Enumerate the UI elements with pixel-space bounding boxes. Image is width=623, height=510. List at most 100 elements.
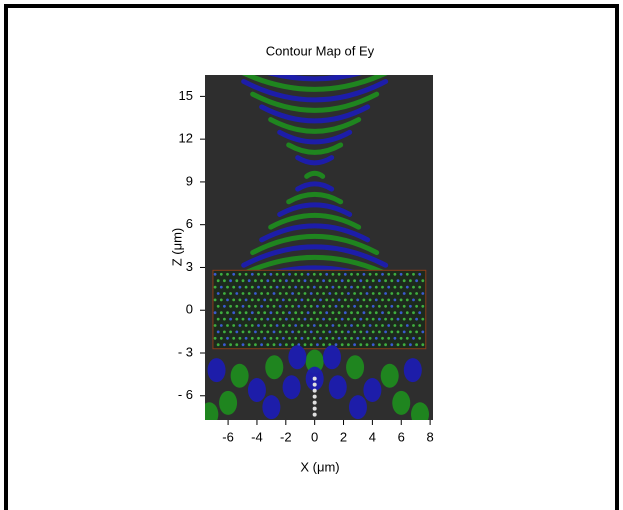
- crystal-hole: [331, 285, 335, 289]
- crystal-hole: [226, 298, 229, 302]
- crystal-hole: [216, 292, 220, 295]
- crystal-hole: [263, 324, 267, 327]
- crystal-hole: [281, 285, 285, 289]
- crystal-hole: [250, 285, 254, 289]
- crystal-hole: [257, 298, 260, 302]
- crystal-hole: [325, 336, 329, 340]
- crystal-hole: [247, 304, 251, 308]
- crystal-hole: [402, 279, 406, 283]
- crystal-hole: [350, 298, 353, 302]
- crystal-hole: [238, 311, 242, 315]
- crystal-hole: [356, 324, 360, 327]
- crystal-hole: [223, 317, 226, 321]
- crystal-hole: [322, 343, 326, 347]
- crystal-hole: [244, 272, 248, 276]
- crystal-hole: [331, 336, 335, 340]
- crystal-hole: [421, 343, 425, 347]
- crystal-hole: [350, 324, 353, 327]
- y-tick-label: - 3: [178, 344, 193, 359]
- crystal-hole: [365, 304, 369, 308]
- wavefront: [277, 129, 353, 145]
- crystal-hole: [223, 343, 226, 347]
- crystal-hole: [254, 343, 257, 347]
- crystal-hole: [235, 343, 239, 347]
- crystal-hole: [402, 304, 406, 308]
- crystal-hole: [396, 279, 400, 283]
- crystal-hole: [303, 292, 307, 295]
- crystal-hole: [319, 336, 322, 340]
- crystal-hole: [213, 272, 217, 276]
- crystal-hole: [368, 272, 372, 276]
- crystal-hole: [263, 336, 267, 340]
- crystal-hole: [328, 292, 332, 295]
- crystal-region: [212, 269, 427, 350]
- crystal-hole: [393, 298, 397, 302]
- crystal-hole: [353, 343, 357, 347]
- crystal-hole: [257, 272, 260, 276]
- crystal-hole: [390, 304, 394, 308]
- wavefront: [268, 212, 362, 230]
- crystal-hole: [229, 343, 233, 347]
- crystal-hole: [347, 317, 350, 321]
- crystal-hole: [247, 317, 251, 321]
- crystal-hole: [421, 279, 425, 283]
- field-lobe: [207, 358, 226, 383]
- crystal-hole: [322, 304, 326, 308]
- crystal-hole: [387, 311, 391, 315]
- crystal-hole: [285, 330, 288, 334]
- crystal-hole: [291, 279, 295, 283]
- crystal-hole: [415, 343, 419, 347]
- crystal-hole: [309, 304, 313, 308]
- crystal-hole: [278, 279, 282, 283]
- crystal-hole: [415, 292, 419, 295]
- crystal-hole: [381, 272, 384, 276]
- wavefront: [267, 75, 362, 82]
- crystal-hole: [226, 285, 229, 289]
- crystal-hole: [353, 330, 357, 334]
- crystal-hole: [350, 336, 353, 340]
- crystal-hole: [319, 272, 322, 276]
- crystal-hole: [235, 304, 239, 308]
- crystal-hole: [229, 304, 233, 308]
- crystal-hole: [365, 317, 369, 321]
- crystal-hole: [232, 298, 236, 302]
- x-tick-label: 8: [426, 429, 433, 444]
- crystal-hole: [229, 292, 233, 295]
- crystal-hole: [316, 343, 319, 347]
- waveguide-hole: [312, 412, 317, 417]
- crystal-hole: [294, 298, 298, 302]
- crystal-hole: [269, 272, 273, 276]
- crystal-hole: [421, 330, 425, 334]
- crystal-hole: [241, 304, 245, 308]
- crystal-hole: [399, 311, 403, 315]
- crystal-hole: [306, 311, 310, 315]
- crystal-hole: [303, 343, 307, 347]
- crystal-hole: [260, 304, 264, 308]
- crystal-hole: [359, 330, 363, 334]
- field-lobe: [265, 355, 284, 380]
- field-lobe: [348, 395, 367, 420]
- crystal-hole: [390, 279, 394, 283]
- crystal-hole: [285, 304, 288, 308]
- crystal-hole: [399, 298, 403, 302]
- crystal-hole: [412, 285, 415, 289]
- crystal-hole: [257, 285, 260, 289]
- crystal-hole: [359, 343, 363, 347]
- crystal-hole: [316, 279, 319, 283]
- crystal-hole: [257, 324, 260, 327]
- crystal-hole: [384, 304, 388, 308]
- crystal-hole: [356, 272, 360, 276]
- crystal-hole: [325, 285, 329, 289]
- crystal-hole: [418, 311, 422, 315]
- crystal-hole: [232, 311, 236, 315]
- crystal-hole: [421, 317, 425, 321]
- crystal-hole: [219, 285, 223, 289]
- crystal-hole: [393, 311, 397, 315]
- crystal-hole: [254, 292, 257, 295]
- y-tick-label: 15: [179, 88, 193, 103]
- crystal-hole: [285, 317, 288, 321]
- crystal-hole: [306, 324, 310, 327]
- crystal-hole: [312, 336, 316, 340]
- crystal-hole: [281, 324, 285, 327]
- crystal-hole: [362, 272, 366, 276]
